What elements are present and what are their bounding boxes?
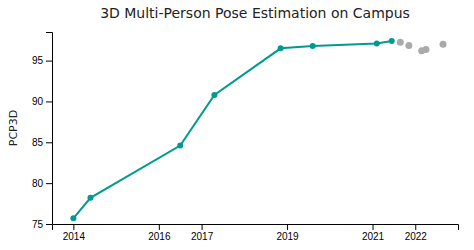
tick-mark: [46, 61, 52, 62]
tick: 95: [32, 55, 52, 66]
tick-label: 90: [32, 96, 44, 107]
tick-label: 2016: [148, 231, 171, 242]
y-axis-line: [46, 33, 53, 225]
line-marker: [70, 215, 76, 221]
tick-mark: [415, 224, 416, 230]
tick-mark: [73, 224, 74, 230]
tick: 2014: [63, 224, 86, 242]
y-axis-title: PCP3D: [7, 110, 20, 146]
line-marker: [374, 40, 380, 46]
y-axis: 75 80 85 90 95: [32, 33, 53, 230]
line: [73, 41, 391, 218]
tick-mark: [46, 183, 52, 184]
tick-mark: [159, 224, 160, 230]
scatter-layer: [397, 39, 447, 55]
point: [422, 46, 429, 53]
tick: 2022: [405, 224, 428, 242]
line-marker: [278, 45, 284, 51]
line-marker: [211, 92, 217, 98]
tick: 85: [32, 137, 52, 148]
point: [440, 41, 447, 48]
tick-mark: [287, 224, 288, 230]
tick-label: 2014: [63, 231, 86, 242]
tick: 90: [32, 96, 52, 107]
tick: 2016: [148, 224, 171, 242]
tick-mark: [373, 224, 374, 230]
line-marker: [177, 143, 183, 149]
line-layer: [70, 38, 394, 221]
tick: 2021: [362, 224, 385, 242]
line-marker: [310, 43, 316, 49]
x-axis-line: [53, 225, 459, 231]
tick: 80: [32, 178, 52, 189]
title: 3D Multi-Person Pose Estimation on Campu…: [100, 5, 410, 21]
tick-label: 2019: [276, 231, 299, 242]
tick-mark: [46, 101, 52, 102]
point: [397, 39, 404, 46]
tick-mark: [202, 224, 203, 230]
tick: 2019: [276, 224, 299, 242]
line-marker: [389, 38, 395, 44]
tick-label: 2017: [191, 231, 214, 242]
tick-mark: [46, 142, 52, 143]
tick-mark: [46, 224, 52, 225]
tick-label: 80: [32, 178, 44, 189]
tick-label: 95: [32, 55, 44, 66]
tick-label: 2021: [362, 231, 385, 242]
tick: 75: [32, 219, 52, 230]
tick-label: 2022: [405, 231, 428, 242]
tick-label: 75: [32, 219, 44, 230]
tick-label: 85: [32, 137, 44, 148]
x-axis: 2014 2016 2017 2019 2021 2022: [53, 224, 459, 242]
plot-area: [70, 38, 446, 221]
point: [405, 42, 412, 49]
line-marker: [87, 195, 93, 201]
chart: 2014 2016 2017 2019 2021 2022 75 80 85 90 95 3D Mul…: [0, 0, 474, 250]
tick: 2017: [191, 224, 214, 242]
